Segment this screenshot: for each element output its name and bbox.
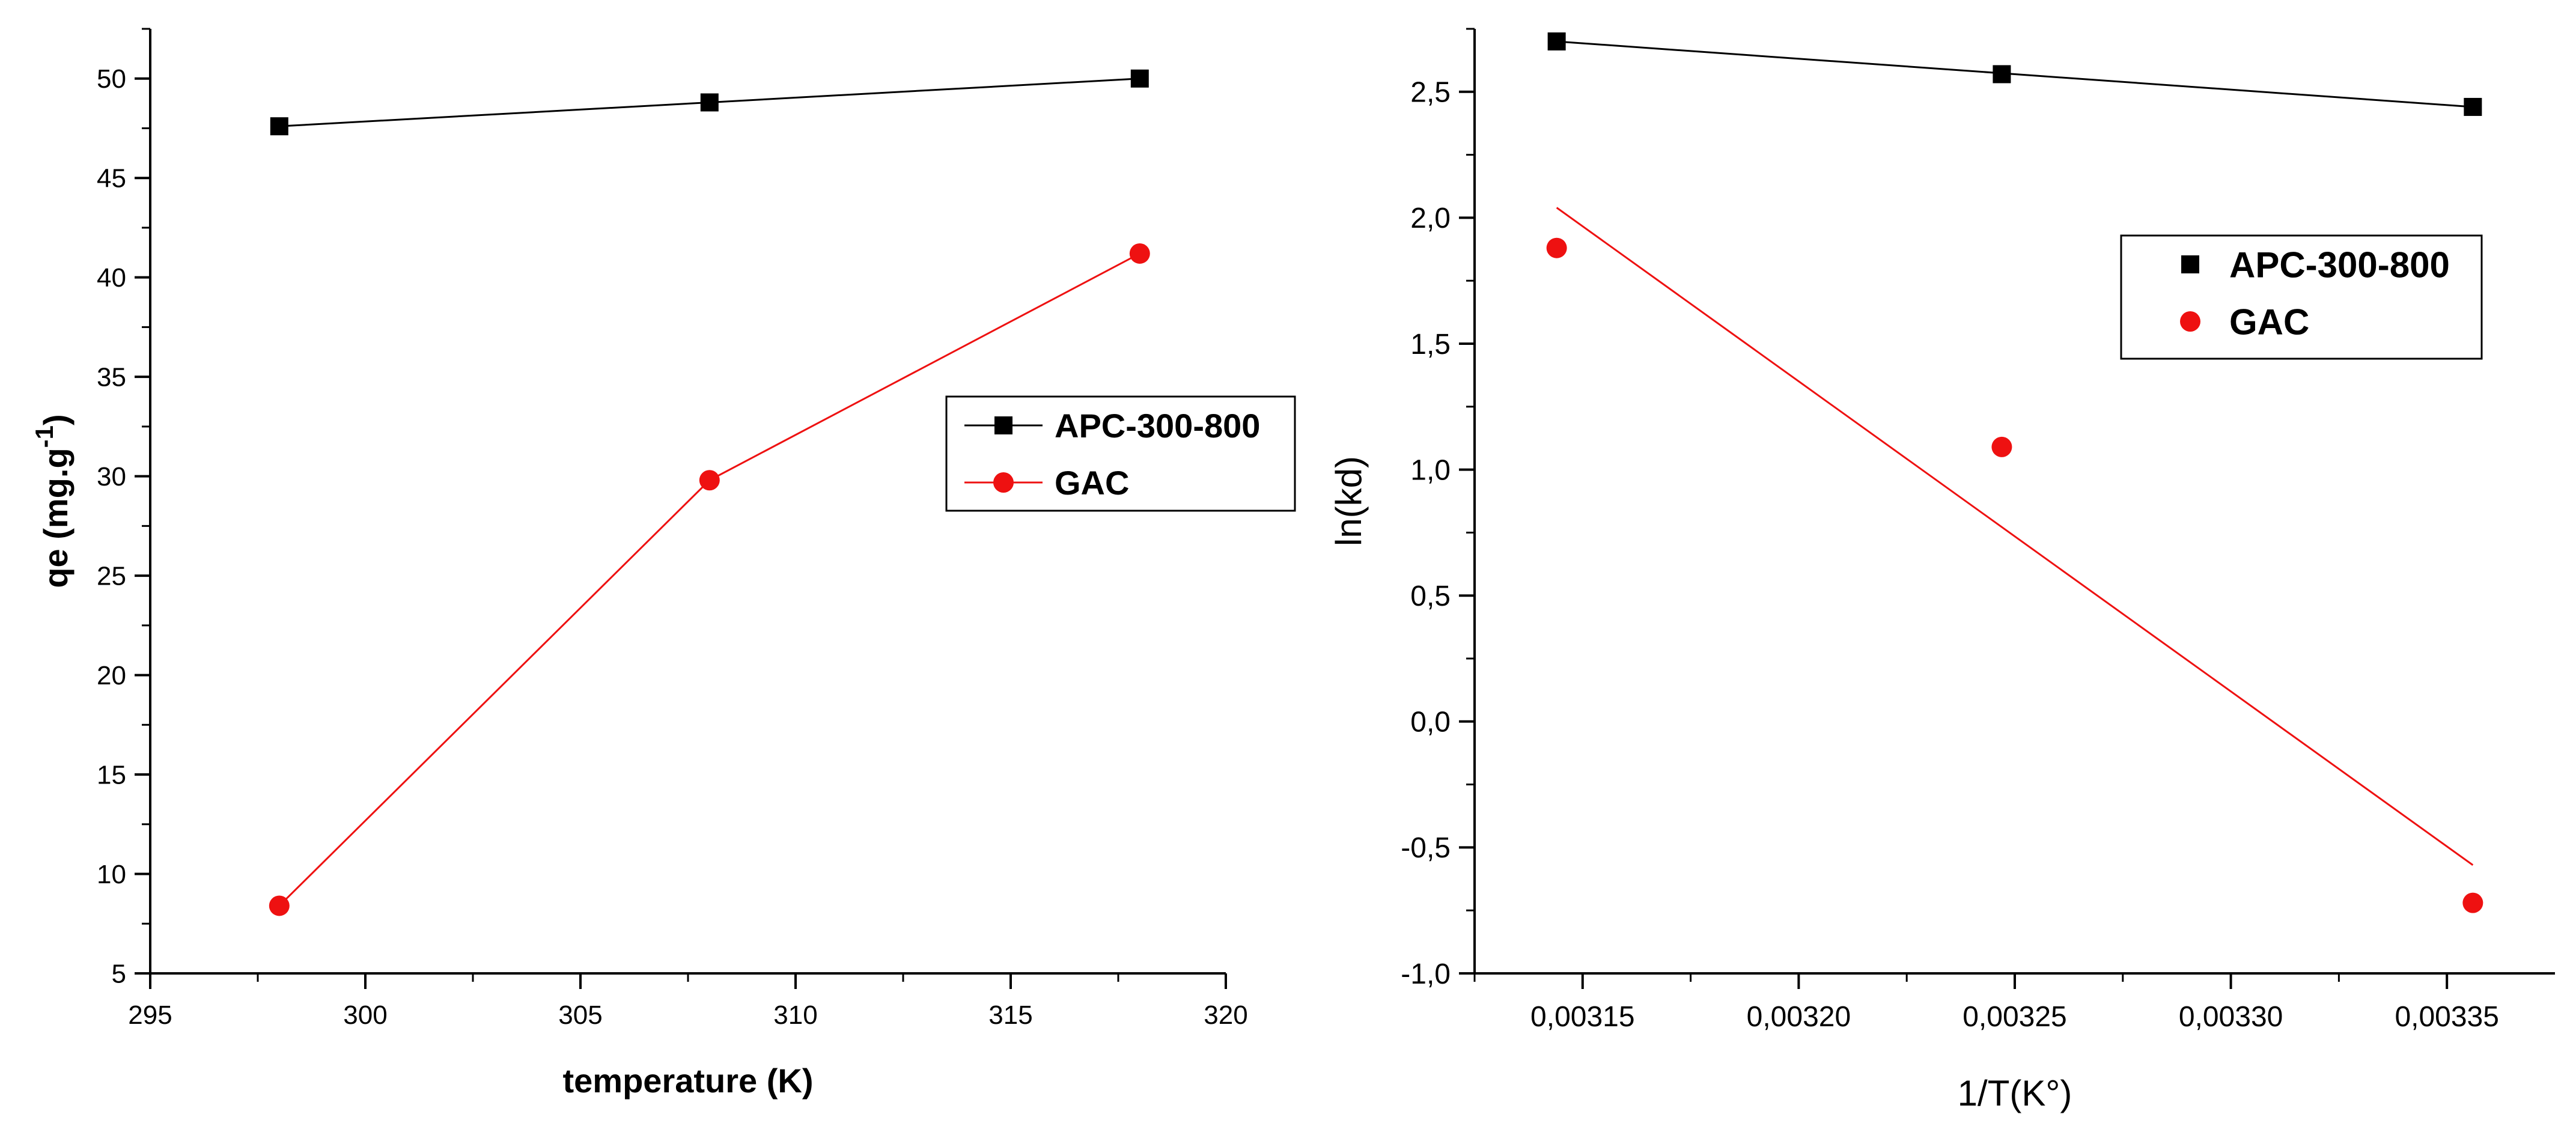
legend-marker-square xyxy=(994,416,1012,434)
y-tick-label: 50 xyxy=(97,64,126,94)
legend-marker-square xyxy=(2181,255,2199,273)
y-tick-label: 45 xyxy=(97,164,126,193)
y-tick-label: 1,5 xyxy=(1410,329,1451,361)
y-tick-label: 0,5 xyxy=(1410,580,1451,612)
legend: APC-300-800 GAC xyxy=(945,395,1296,512)
y-tick-label: 25 xyxy=(97,562,126,591)
y-tick-label: 2,0 xyxy=(1410,202,1451,234)
series-apc-300-800 xyxy=(1547,32,2482,116)
chart-left: 295 300 305 310 315 320 5 10 15 20 25 30 35 40 45 50 tem… xyxy=(30,28,1296,1100)
data-point-circle xyxy=(2462,892,2483,913)
y-axis-title-main: qe (mg.g xyxy=(37,448,75,588)
series-apc-300-800 xyxy=(270,69,1149,136)
data-point-circle xyxy=(1991,436,2012,457)
y-axis-title-main: ln(kd) xyxy=(1329,456,1369,546)
x-tick-label: 300 xyxy=(343,1000,387,1030)
x-tick-label: 0,00325 xyxy=(1962,1001,2067,1033)
legend-marker-circle xyxy=(2180,311,2200,332)
y-tick-label: 15 xyxy=(97,760,126,790)
fit-line xyxy=(1556,207,2474,866)
y-tick-label: 2,5 xyxy=(1410,77,1451,109)
fit-line xyxy=(1556,40,2473,108)
chart-right: 0,00315 0,00320 0,00325 0,00330 0,00335 -1,0 -… xyxy=(1329,28,2555,1113)
y-tick-label: 0,0 xyxy=(1410,707,1451,738)
series-gac xyxy=(269,243,1150,916)
y-tick-label: 20 xyxy=(97,661,126,690)
data-point-circle xyxy=(1546,237,1567,258)
data-point-circle xyxy=(1129,243,1150,264)
data-point-square xyxy=(270,117,288,136)
legend-label: GAC xyxy=(2229,302,2309,342)
legend-marker-circle xyxy=(993,472,1014,493)
series-gac xyxy=(1546,207,2483,913)
y-tick-label: 1,0 xyxy=(1410,454,1451,486)
y-tick-label: 40 xyxy=(97,263,126,293)
data-point-square xyxy=(1130,69,1149,88)
data-point-circle xyxy=(699,470,720,491)
legend-label: APC-300-800 xyxy=(1055,407,1260,445)
x-tick-label: 320 xyxy=(1204,1000,1247,1030)
x-tick-label: 0,00330 xyxy=(2179,1001,2283,1033)
x-tick-label: 0,00335 xyxy=(2395,1001,2499,1033)
data-point-square xyxy=(700,93,719,112)
x-tick-label: 0,00320 xyxy=(1747,1001,1851,1033)
y-tick-label: 5 xyxy=(112,959,126,988)
legend-label: GAC xyxy=(1055,464,1129,502)
x-tick-label: 315 xyxy=(988,1000,1032,1030)
x-axis-title: temperature (K) xyxy=(563,1062,814,1100)
y-axis-title: ln(kd) xyxy=(1329,456,1369,546)
y-axis-title-superscript: -1 xyxy=(30,425,58,448)
data-point-square xyxy=(1993,65,2011,84)
x-tick-label: 0,00315 xyxy=(1530,1001,1635,1033)
data-point-circle xyxy=(269,895,290,916)
x-tick-label: 305 xyxy=(558,1000,602,1030)
data-point-square xyxy=(1547,32,1566,50)
y-axis-title: qe (mg.g-1) xyxy=(30,414,75,588)
y-tick-label: -0,5 xyxy=(1401,832,1451,864)
x-axis-title: 1/T(K°) xyxy=(1958,1073,2072,1113)
data-point-square xyxy=(2464,97,2482,116)
y-tick-label: -1,0 xyxy=(1401,958,1451,990)
x-tick-label: 310 xyxy=(773,1000,817,1030)
x-tick-label: 295 xyxy=(128,1000,172,1030)
legend: APC-300-800 GAC xyxy=(2120,234,2483,360)
y-tick-label: 30 xyxy=(97,462,126,491)
y-tick-label: 10 xyxy=(97,860,126,889)
y-axis-title-suffix: ) xyxy=(37,414,75,425)
y-tick-label: 35 xyxy=(97,363,126,392)
legend-label: APC-300-800 xyxy=(2229,245,2450,285)
